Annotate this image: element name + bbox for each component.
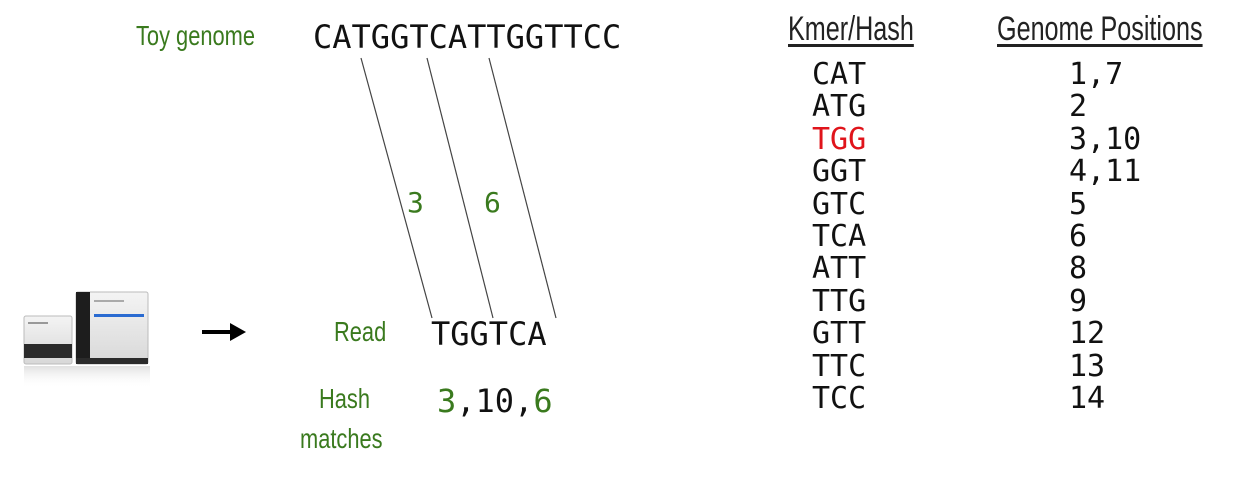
kmer-cell: TCA (812, 218, 867, 254)
positions-cell: 3,10 (1069, 121, 1142, 157)
kmer-hash-header: Kmer/Hash (788, 10, 914, 48)
positions-cell: 2 (1069, 89, 1088, 125)
kmer-cell: CAT (812, 57, 867, 92)
positions-cell: 5 (1069, 186, 1088, 222)
genome-positions-header: Genome Positions (997, 10, 1203, 48)
offset-label-6: 6 (484, 186, 501, 219)
kmer-cell: GTT (812, 316, 867, 352)
alignment-line-1 (360, 57, 433, 319)
hash-match-sep-1: , (456, 382, 476, 420)
kmer-cell: ATG (812, 89, 867, 125)
hash-match-first: 3 (437, 382, 457, 420)
kmer-cell-highlighted: TGG (812, 121, 867, 157)
alignment-line-2 (426, 57, 494, 319)
kmer-cell: ATT (812, 251, 867, 287)
kmer-cell: TCC (812, 380, 867, 416)
kmer-cell: TTG (812, 283, 867, 319)
positions-cell: 8 (1069, 251, 1088, 287)
right-arrow-icon (202, 323, 246, 341)
matches-label: matches (300, 423, 383, 454)
offset-label-3: 3 (407, 186, 424, 219)
hash-matches-values: 3,10,6 (437, 382, 553, 420)
read-label: Read (334, 316, 387, 347)
positions-cell: 4,11 (1069, 154, 1142, 190)
positions-cell: 9 (1069, 283, 1088, 319)
genome-sequence: CATGGTCATTGGTTCC (313, 18, 622, 56)
positions-cell: 13 (1069, 348, 1106, 384)
positions-cell: 14 (1069, 380, 1106, 416)
positions-cell: 12 (1069, 316, 1106, 352)
positions-cell: 6 (1069, 218, 1088, 254)
hash-match-last: 6 (533, 382, 553, 420)
hash-label: Hash (319, 383, 370, 414)
kmer-cell: GTC (812, 186, 867, 222)
read-sequence: TGGTCA (431, 315, 547, 353)
hash-match-middle: 10 (475, 382, 515, 420)
alignment-line-3 (488, 57, 557, 319)
kmer-cell: GGT (812, 154, 867, 190)
hash-match-sep-2: , (514, 382, 534, 420)
sequencer-machine-icon (23, 291, 150, 388)
toy-genome-label: Toy genome (136, 20, 255, 51)
kmer-cell: TTC (812, 348, 867, 384)
positions-cell: 1,7 (1069, 57, 1124, 92)
